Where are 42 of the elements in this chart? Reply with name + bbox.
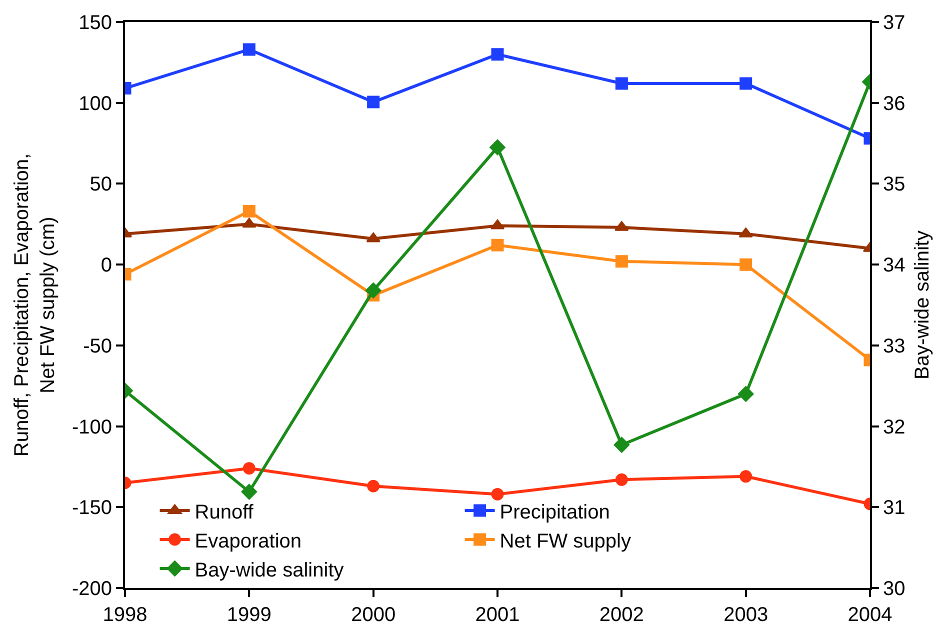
point bbox=[367, 96, 380, 108]
point bbox=[491, 488, 504, 500]
legend-label: Evaporation bbox=[194, 530, 302, 552]
point bbox=[365, 282, 382, 298]
point bbox=[615, 77, 628, 90]
point bbox=[615, 473, 628, 486]
point bbox=[615, 255, 628, 268]
y-tick-label: 0 bbox=[100, 254, 112, 277]
y-tick-label: -50 bbox=[83, 335, 112, 358]
legend-label: Net FW supply bbox=[500, 530, 631, 552]
y2-tick-label: 37 bbox=[883, 12, 906, 34]
legend-label: Runoff bbox=[194, 501, 254, 524]
legend-label: Bay-wide salinity bbox=[194, 559, 344, 582]
point bbox=[614, 436, 630, 453]
y2-tick-label: 35 bbox=[883, 174, 906, 196]
x-tick-label: 2003 bbox=[724, 604, 768, 626]
y2-axis-title: Bay-wide salinity bbox=[911, 230, 934, 380]
point bbox=[490, 139, 506, 156]
y2-tick-label: 33 bbox=[883, 335, 906, 358]
y-axis-title: Runoff, Precipitation, Evaporation, Net FW supply (cm) bbox=[10, 153, 59, 457]
y-tick-label: -100 bbox=[72, 416, 112, 438]
x-tick-label: 2001 bbox=[475, 604, 520, 626]
y-tick-label: 100 bbox=[78, 92, 112, 115]
x-tick-label: 1999 bbox=[226, 604, 272, 626]
point bbox=[491, 238, 504, 252]
y2-tick-label: 34 bbox=[883, 254, 906, 277]
y2-tick-label: 36 bbox=[883, 92, 906, 115]
y2-tick-label: 31 bbox=[883, 497, 906, 520]
x-tick-label: 2000 bbox=[351, 604, 396, 626]
y2-tick-label: 32 bbox=[883, 416, 906, 438]
x-tick-label: 1998 bbox=[102, 604, 148, 626]
y-tick-label: 150 bbox=[78, 12, 112, 34]
y2-tick-label: 30 bbox=[883, 578, 906, 600]
point bbox=[491, 48, 504, 61]
legend-label: Precipitation bbox=[500, 501, 610, 524]
y-tick-label: 50 bbox=[90, 174, 112, 196]
point bbox=[367, 480, 380, 492]
x-tick-label: 2004 bbox=[848, 604, 892, 626]
point bbox=[366, 232, 380, 242]
y-tick-label: -200 bbox=[72, 578, 112, 600]
y-tick-label: -150 bbox=[72, 497, 112, 520]
x-tick-label: 2002 bbox=[599, 604, 644, 626]
